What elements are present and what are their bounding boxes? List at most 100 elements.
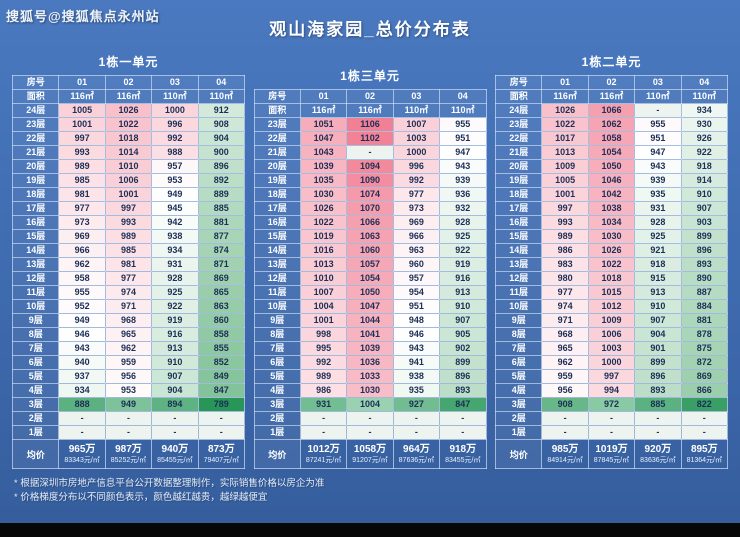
floor-row: 13层 1013 1057 960 919 <box>253 257 487 272</box>
avg-price-wan: 895万 <box>690 444 718 455</box>
floor-label: 16层 <box>11 215 60 230</box>
price-cell: 913 <box>151 341 199 356</box>
avg-price-cell: 1058万 91207元/㎡ <box>346 439 394 469</box>
avg-price-per-sqm: 85252元/㎡ <box>110 457 147 464</box>
price-cell: - <box>299 411 348 426</box>
price-cell: 992 <box>299 355 348 370</box>
price-cell: 960 <box>392 257 441 272</box>
price-cell: 894 <box>151 397 199 412</box>
price-cell: 910 <box>634 299 682 314</box>
floor-row: 11层 977 1015 913 887 <box>494 285 729 300</box>
price-cell: 1041 <box>346 327 394 342</box>
avg-price-cell: 873万 79407元/㎡ <box>197 439 246 469</box>
price-cell: 1066 <box>587 103 636 118</box>
floor-label: 14层 <box>253 243 301 258</box>
price-cell: 930 <box>680 117 729 132</box>
price-cell: 926 <box>680 131 729 146</box>
floor-label: 12层 <box>253 271 301 286</box>
price-cell: - <box>541 411 589 426</box>
price-cell: 997 <box>587 369 636 384</box>
price-cell: 1102 <box>346 131 394 146</box>
floor-label: 20层 <box>253 159 301 174</box>
price-cell: 998 <box>299 327 348 342</box>
avg-price-per-sqm: 85455元/㎡ <box>157 457 193 464</box>
price-cell: 908 <box>197 117 246 132</box>
area-value: 116㎡ <box>58 89 106 104</box>
price-cell: 916 <box>439 271 487 286</box>
avg-row: 均价 965万 83343元/㎡ 987万 85252元/㎡ 940万 85455元/㎡ 87… <box>11 439 246 469</box>
price-cell: 1026 <box>541 103 589 118</box>
price-cell: 1005 <box>58 103 106 118</box>
floor-row: 16层 973 993 942 881 <box>11 215 246 230</box>
price-cell: 887 <box>680 285 729 300</box>
price-cell: 972 <box>587 397 636 412</box>
price-cell: 952 <box>58 299 106 314</box>
price-cell: 986 <box>541 243 589 258</box>
price-table-unit-3: 房号 01 02 03 04 面积 116㎡ 116㎡ 110㎡ 110㎡ 23层 1051 1106 1… <box>253 89 487 469</box>
price-cell: 942 <box>151 215 199 230</box>
price-cell: 973 <box>58 215 106 230</box>
price-cell: 1017 <box>541 131 589 146</box>
avg-price-cell: 964万 87636元/㎡ <box>392 439 441 469</box>
price-cell: 993 <box>541 215 589 230</box>
price-cell: 946 <box>392 327 441 342</box>
area-header-label: 面积 <box>494 89 543 104</box>
price-cell: 936 <box>439 187 487 202</box>
floor-row: 18层 981 1001 949 889 <box>11 187 246 202</box>
price-cell: - <box>439 411 487 426</box>
floor-label: 21层 <box>253 145 301 160</box>
price-cell: 996 <box>151 117 199 132</box>
floor-row: 1层 - - - - <box>494 425 729 440</box>
price-cell: 989 <box>299 369 348 384</box>
price-cell: 907 <box>634 313 682 328</box>
unit-title: 1栋一单元 <box>98 55 159 69</box>
floor-label: 8层 <box>253 327 301 342</box>
floor-row: 18层 1001 1042 935 910 <box>494 187 729 202</box>
room-header-label: 房号 <box>253 89 301 104</box>
avg-row: 均价 985万 84914元/㎡ 1019万 87845元/㎡ 920万 83636元/㎡ 8… <box>494 439 729 469</box>
room-header-label: 房号 <box>494 75 543 90</box>
price-cell: 951 <box>439 131 487 146</box>
room-number: 03 <box>151 75 199 90</box>
price-cell: 1057 <box>346 257 394 272</box>
floor-label: 23层 <box>494 117 543 132</box>
floor-label: 2层 <box>494 411 543 426</box>
room-header-row: 房号 01 02 03 04 <box>11 75 246 90</box>
price-cell: 1010 <box>299 271 348 286</box>
price-cell: 989 <box>104 229 153 244</box>
price-cell: 919 <box>439 257 487 272</box>
price-cell: 915 <box>634 271 682 286</box>
price-cell: - <box>634 425 682 440</box>
price-cell: 928 <box>439 215 487 230</box>
floor-label: 5层 <box>11 369 60 384</box>
price-cell: 931 <box>151 257 199 272</box>
price-cell: 1006 <box>587 327 636 342</box>
floor-label: 9层 <box>11 313 60 328</box>
price-cell: 940 <box>58 355 106 370</box>
price-cell: 1051 <box>299 117 348 132</box>
price-cell: 881 <box>197 215 246 230</box>
price-cell: 939 <box>439 173 487 188</box>
area-value: 116㎡ <box>541 89 589 104</box>
avg-price-wan: 940万 <box>161 444 189 455</box>
price-cell: 890 <box>680 271 729 286</box>
price-cell: 1003 <box>587 341 636 356</box>
price-cell: 1013 <box>299 257 348 272</box>
price-cell: 1022 <box>104 117 153 132</box>
price-cell: 918 <box>634 257 682 272</box>
footnotes: * 根据深圳市房地产信息平台公开数据整理制作，实际销售价格以房企为准 * 价格梯… <box>14 477 740 505</box>
price-table-unit-1: 房号 01 02 03 04 面积 116㎡ 116㎡ 110㎡ 110㎡ 24层 1005 1026 1… <box>11 75 246 469</box>
price-cell: 858 <box>197 327 246 342</box>
price-cell: 1001 <box>58 117 106 132</box>
floor-row: 21层 1043-1000 947 <box>253 145 487 160</box>
floor-label: 17层 <box>253 201 301 216</box>
price-cell: 977 <box>58 201 106 216</box>
floor-row: 10层 1004 1047 951 910 <box>253 299 487 314</box>
floor-row: 18层 1030 1074 977 936 <box>253 187 487 202</box>
bottom-letterbox-bar <box>0 523 740 537</box>
floor-row: 9层 1001 1044 948 907 <box>253 313 487 328</box>
price-cell: 847 <box>197 383 246 398</box>
price-cell: 1010 <box>104 159 153 174</box>
avg-price-per-sqm: 83343元/㎡ <box>64 457 100 464</box>
floor-label: 11层 <box>11 285 60 300</box>
